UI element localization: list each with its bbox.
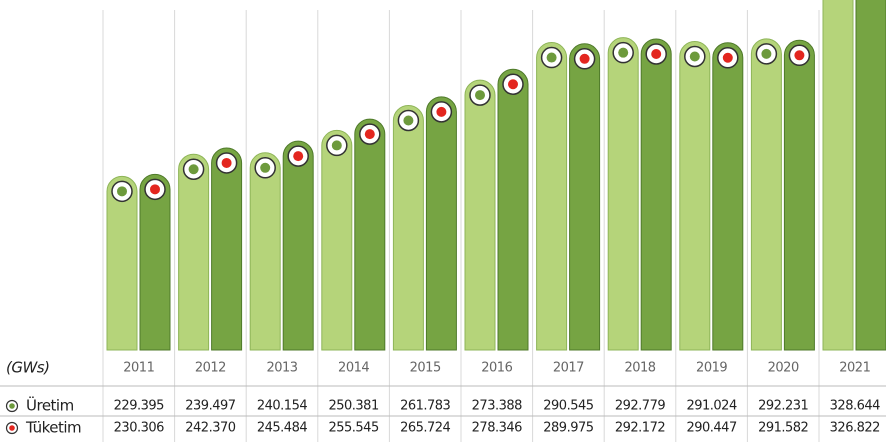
legend-label: Tüketim: [25, 419, 81, 437]
x-tick-label: 2017: [553, 361, 584, 376]
bar-marker-dot: [722, 52, 733, 63]
x-tick-label: 2018: [624, 361, 655, 376]
bar: [106, 175, 138, 351]
table-value: 289.975: [543, 421, 593, 436]
x-tick-label: 2011: [123, 361, 154, 376]
table-value: 278.346: [472, 421, 522, 436]
bar: [354, 118, 386, 351]
table-value: 255.545: [328, 421, 378, 436]
bar-marker-dot: [546, 52, 557, 63]
bar-marker-dot: [331, 140, 342, 151]
table-value: 291.582: [758, 421, 808, 436]
bar-marker-dot: [689, 51, 700, 62]
x-tick-label: 2012: [195, 361, 226, 376]
bar-marker-dot: [436, 106, 447, 117]
bar-marker-dot: [508, 79, 518, 90]
table-value: 328.644: [830, 399, 880, 414]
bar-marker-dot: [293, 151, 304, 162]
table-value: 290.545: [543, 399, 593, 414]
bar-marker-dot: [618, 47, 629, 58]
unit-label: (GWs): [6, 359, 49, 377]
bar: [321, 129, 353, 351]
table-value: 326.822: [830, 421, 880, 436]
bar-marker-dot: [761, 48, 772, 59]
table-value: 292.172: [615, 421, 665, 436]
bar: [464, 79, 496, 351]
table-value: 230.306: [114, 421, 164, 436]
bar: [249, 152, 281, 351]
bar-marker-dot: [188, 164, 199, 175]
bar: [178, 153, 210, 351]
bar-marker-dot: [579, 53, 590, 64]
bar: [139, 173, 171, 351]
bar: [783, 39, 815, 351]
bar: [392, 105, 424, 351]
x-tick-label: 2015: [410, 361, 441, 376]
x-tick-label: 2020: [768, 361, 799, 376]
legend-dot: [9, 403, 15, 409]
legend-label: Üretim: [26, 396, 74, 415]
table-value: 250.381: [328, 399, 378, 414]
bar: [425, 96, 457, 351]
bar-marker-dot: [651, 48, 662, 59]
bar-marker-dot: [403, 115, 414, 126]
bar-marker-dot: [150, 184, 160, 195]
x-tick-label: 2013: [266, 361, 297, 376]
bar: [855, 0, 886, 351]
bar: [569, 43, 601, 351]
table-value: 245.484: [257, 421, 307, 436]
table-value: 265.724: [400, 421, 450, 436]
bar-marker-dot: [364, 129, 375, 140]
x-tick-label: 2021: [839, 361, 870, 376]
bar: [712, 42, 744, 351]
table-value: 239.497: [185, 399, 235, 414]
table-value: 290.447: [686, 421, 736, 436]
x-tick-label: 2019: [696, 361, 727, 376]
x-tick-label: 2016: [481, 361, 512, 376]
bar: [750, 38, 782, 351]
table-value: 229.395: [114, 399, 164, 414]
bar-marker-dot: [221, 157, 232, 168]
table-value: 291.024: [686, 399, 736, 414]
table-value: 242.370: [185, 421, 235, 436]
x-tick-label: 2014: [338, 361, 369, 376]
table-value: 240.154: [257, 399, 307, 414]
bar-marker-dot: [260, 162, 271, 173]
bar-marker-dot: [117, 186, 127, 197]
bar: [536, 42, 568, 351]
bar: [640, 38, 672, 351]
table-value: 273.388: [472, 399, 522, 414]
table-value: 261.783: [400, 399, 450, 414]
bar: [679, 41, 711, 351]
bar: [211, 147, 243, 351]
table-value: 292.779: [615, 399, 665, 414]
table-value: 292.231: [758, 399, 808, 414]
bar: [282, 140, 314, 351]
bar: [822, 0, 854, 351]
legend-dot: [9, 425, 15, 431]
bar-marker-dot: [475, 90, 485, 101]
bar-marker-dot: [794, 50, 805, 61]
bar: [497, 68, 529, 351]
bar: [607, 37, 639, 351]
